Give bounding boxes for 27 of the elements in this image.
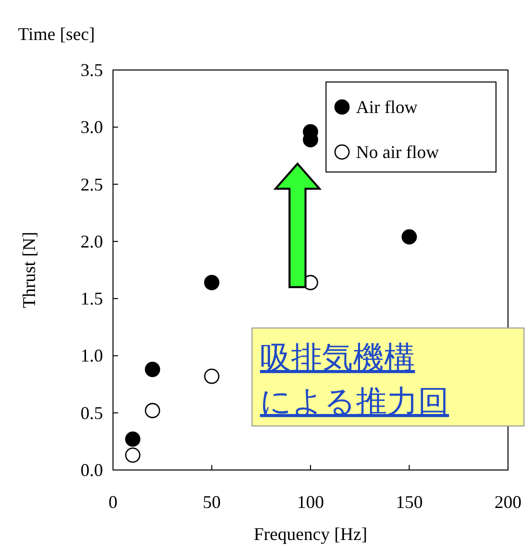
x-tick-label: 200 (494, 492, 522, 512)
point (125, 431, 140, 447)
y-tick-label: 3.0 (80, 117, 103, 138)
point (144, 402, 160, 418)
annotation: 吸排気機構 (260, 340, 415, 376)
x-tick-label: 50 (202, 492, 221, 512)
y-tick-label: 2.0 (80, 231, 103, 252)
point (204, 274, 220, 290)
point (144, 362, 160, 378)
x-tick-label: 150 (396, 492, 423, 512)
y-tick-label: 0.0 (80, 460, 103, 480)
x-tick-label: 100 (297, 492, 324, 512)
x-axis-title: Frequency [Hz] (254, 524, 368, 544)
y-axis-title: Thrust [N] (19, 232, 39, 308)
text: Time [sec] (18, 24, 95, 44)
y-tick-label: 1.5 (80, 288, 103, 309)
point (204, 368, 220, 384)
point (125, 447, 140, 463)
y-tick-label: 0.5 (80, 402, 103, 423)
y-tick-label: 3.5 (80, 60, 103, 80)
legend-label: Air flow (356, 97, 418, 117)
y-tick-label: 1.0 (80, 346, 103, 366)
legend-label: No air flow (356, 142, 439, 162)
point (402, 229, 417, 245)
x-tick-label: 0 (108, 492, 118, 512)
annotation: による推力回 (260, 384, 449, 420)
y-tick-label: 2.5 (80, 174, 103, 194)
